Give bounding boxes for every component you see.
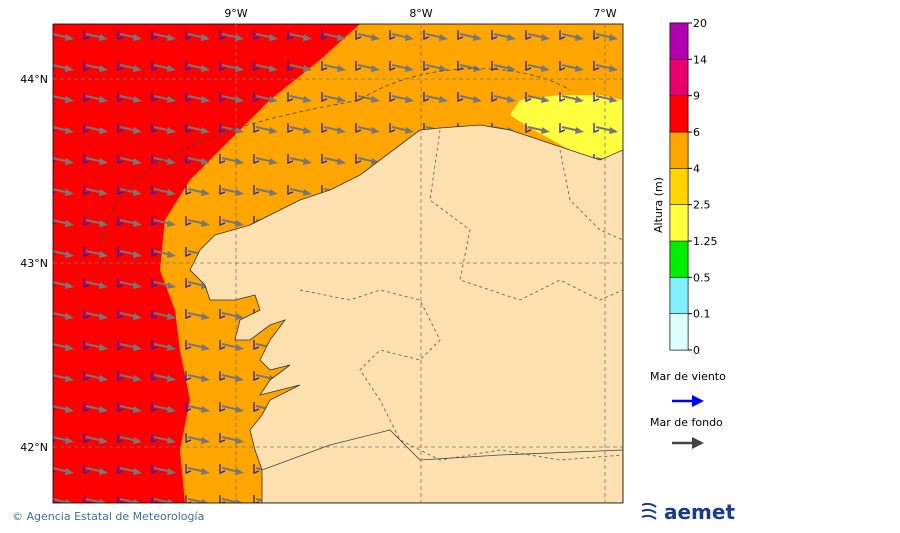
- colorbar-tick-label: 1.25: [693, 235, 718, 248]
- colorbar-tick-label: 6: [693, 126, 700, 139]
- map: [53, 24, 623, 503]
- map-frame: [52, 23, 624, 504]
- colorbar-tick-label: 14: [693, 53, 707, 66]
- colorbar-tick-label: 2.5: [693, 199, 711, 212]
- lon-label: 7°W: [593, 7, 616, 20]
- legend-label: Mar de viento: [650, 370, 726, 383]
- logo-icon: [641, 502, 657, 520]
- river: [261, 429, 623, 471]
- colorbar-segment: [669, 204, 689, 242]
- colorbar-tick-label: 20: [693, 17, 707, 30]
- colorbar-segment: [669, 277, 689, 314]
- land: [189, 124, 623, 503]
- colorbar-segment: [669, 131, 689, 169]
- colorbar-segment: [669, 168, 689, 205]
- lat-label: 43°N: [20, 257, 48, 270]
- sea-boundary: [99, 68, 571, 251]
- colorbar-tick-label: 0.1: [693, 308, 711, 321]
- logo: aemet: [664, 500, 735, 524]
- colorbar-segment: [669, 240, 689, 278]
- credit: © Agencia Estatal de Meteorología: [12, 510, 204, 523]
- colorbar-segment: [669, 22, 689, 60]
- colorbar-segment: [669, 313, 689, 351]
- colorbar-tick-label: 0.5: [693, 271, 711, 284]
- legend-arrowhead: [692, 395, 704, 407]
- lat-label: 42°N: [20, 441, 48, 454]
- colorbar-tick-label: 0: [693, 344, 700, 357]
- lon-label: 8°W: [409, 7, 432, 20]
- colorbar-label: Altura (m): [652, 177, 665, 233]
- legend-arrowhead: [692, 437, 704, 449]
- legend-label: Mar de fondo: [650, 416, 723, 429]
- borders: [299, 129, 623, 461]
- colorbar-tick-label: 4: [693, 162, 700, 175]
- colorbar-segment: [669, 95, 689, 133]
- colorbar-segment: [669, 59, 689, 96]
- colorbar-tick-label: 9: [693, 90, 700, 103]
- lat-label: 44°N: [20, 73, 48, 86]
- lon-label: 9°W: [224, 7, 247, 20]
